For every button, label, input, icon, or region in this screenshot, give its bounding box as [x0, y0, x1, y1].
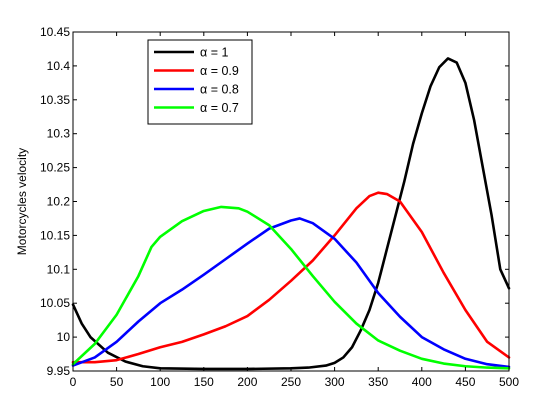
x-tick-label: 250 — [281, 375, 301, 389]
legend-label: α = 0.9 — [200, 64, 239, 78]
y-tick-label: 10.1 — [47, 262, 71, 276]
x-tick-label: 0 — [70, 375, 77, 389]
y-tick-label: 10 — [57, 330, 71, 344]
x-tick-label: 350 — [368, 375, 388, 389]
y-tick-label: 10.4 — [47, 59, 71, 73]
legend-label: α = 0.8 — [200, 83, 239, 97]
legend: α = 1 α = 0.9 α = 0.8 α = 0.7 — [147, 39, 253, 125]
y-tick-label: 10.25 — [40, 161, 70, 175]
y-tick-label: 10.35 — [40, 93, 70, 107]
y-tick-label: 10.45 — [40, 25, 70, 39]
x-tick-label: 400 — [412, 375, 432, 389]
y-axis-label: Motorcycles velocity — [15, 148, 29, 255]
x-tick-label: 150 — [194, 375, 214, 389]
x-tick-label: 50 — [110, 375, 124, 389]
x-tick-label: 300 — [325, 375, 345, 389]
y-tick-label: 10.3 — [47, 127, 71, 141]
series-line-2 — [71, 191, 511, 364]
y-tick-label: 10.05 — [40, 296, 70, 310]
x-tick-label: 500 — [499, 375, 519, 389]
x-tick-label: 100 — [150, 375, 170, 389]
legend-box — [147, 39, 253, 125]
series-layer — [71, 57, 511, 371]
legend-label: α = 1 — [200, 46, 228, 60]
y-tick-label: 9.95 — [47, 364, 71, 378]
series-line-3 — [71, 217, 511, 369]
series-line-1 — [71, 57, 511, 371]
y-tick-label: 10.15 — [40, 228, 70, 242]
legend-label: α = 0.7 — [200, 101, 239, 115]
x-tick-label: 450 — [455, 375, 475, 389]
y-tick-label: 10.2 — [47, 195, 71, 209]
x-tick-label: 200 — [237, 375, 257, 389]
series-line-4 — [71, 205, 511, 370]
ticks-layer: 0 50 100 150 200 250 300 350 400 450 500 9.95 10 10.0… — [40, 25, 519, 389]
y-axis-label-group: Motorcycles velocity — [15, 148, 29, 255]
